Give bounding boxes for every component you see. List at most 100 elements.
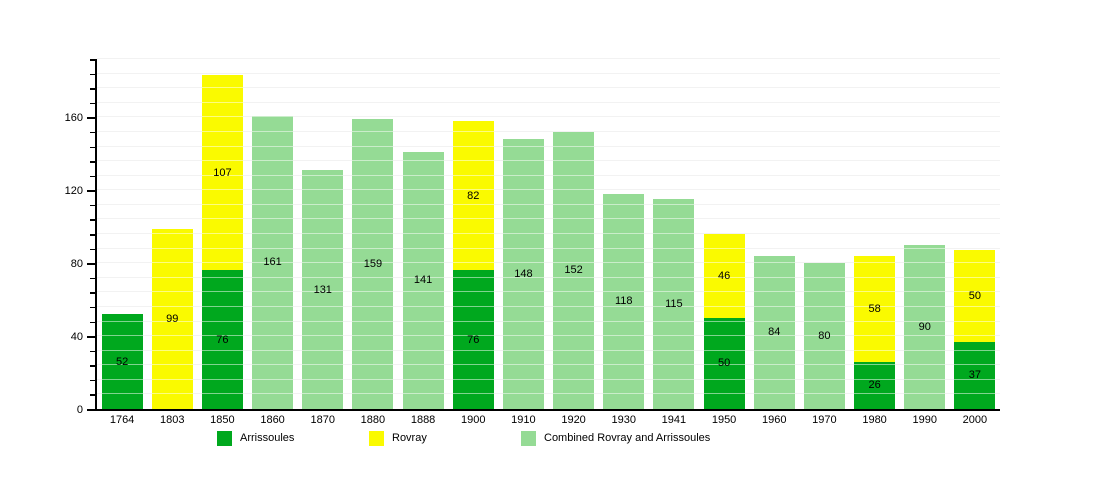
bar-value-label: 46: [717, 269, 731, 282]
y-tick-minor: [90, 394, 95, 396]
y-axis-tick-label: 120: [64, 185, 83, 198]
y-axis-tick-label: 0: [76, 404, 83, 416]
bar-segment-rovray-1980: [854, 255, 896, 362]
bar-segment-combined-1880: [352, 119, 394, 409]
x-axis-year-label: 1803: [159, 414, 185, 426]
bar-value-label: 99: [166, 312, 179, 325]
gridline-overlay: [97, 203, 1000, 205]
y-tick-minor: [90, 350, 95, 353]
x-axis-year-label: 1970: [812, 414, 837, 426]
y-tick-minor: [90, 59, 95, 61]
gridline-overlay: [97, 189, 1000, 191]
y-tick-minor: [90, 175, 95, 178]
x-axis-year-label: 1930: [611, 414, 636, 426]
bar-value-label: 118: [614, 295, 633, 308]
y-tick-major: [87, 263, 95, 265]
gridline-overlay: [97, 291, 1000, 293]
gridline-overlay: [97, 349, 1000, 351]
bar-segment-arrissoules-1764: [101, 314, 143, 409]
gridline-overlay: [97, 58, 1000, 59]
y-tick-minor: [90, 219, 95, 221]
gridline-overlay: [97, 218, 1000, 220]
y-tick-minor: [90, 131, 95, 134]
x-axis-year-label: 1960: [761, 414, 787, 426]
bar-value-label: 84: [768, 326, 781, 339]
y-axis: [95, 59, 97, 411]
bar-value-label: 52: [115, 355, 129, 368]
y-tick-minor: [90, 292, 95, 294]
y-axis-tick-label: 40: [70, 331, 83, 344]
gridline-overlay: [97, 262, 1000, 264]
gridline-overlay: [97, 87, 1000, 89]
y-tick-minor: [90, 365, 95, 367]
x-axis-year-label: 1910: [511, 414, 536, 426]
x-axis-year-label: 1920: [561, 414, 586, 426]
y-axis-tick-label: 80: [70, 258, 83, 271]
y-tick-minor: [90, 379, 95, 382]
gridline-overlay: [97, 393, 1000, 395]
bar-value-label: 115: [665, 298, 683, 311]
x-axis-year-label: 1888: [410, 414, 436, 426]
bar-value-label: 80: [818, 330, 831, 343]
gridline-overlay: [97, 378, 1000, 380]
bar-segment-arrissoules-1900: [452, 270, 494, 409]
gridline-overlay: [97, 130, 1000, 132]
y-tick-minor: [90, 321, 95, 323]
bar-segment-arrissoules-1850: [201, 270, 243, 409]
legend-label: Arrissoules: [240, 432, 295, 444]
x-axis: [95, 409, 1000, 411]
y-tick-minor: [90, 204, 95, 207]
x-axis-year-label: 1880: [360, 414, 386, 426]
bar-value-label: 50: [968, 289, 982, 302]
bar-value-label: 159: [363, 258, 383, 271]
y-tick-minor: [90, 234, 95, 236]
y-tick-minor: [90, 248, 95, 251]
x-axis-year-label: 1941: [661, 414, 687, 426]
bar-value-label: 76: [467, 333, 480, 346]
bar-segment-rovray-1850: [201, 75, 243, 271]
bar-value-label: 131: [313, 283, 332, 296]
bar-value-label: 26: [868, 379, 881, 392]
x-axis-year-label: 1764: [109, 414, 135, 426]
legend-color-swatch: [369, 431, 384, 446]
bar-value-label: 58: [868, 302, 881, 315]
x-axis-year-label: 1860: [260, 414, 285, 426]
bar-value-label: 161: [263, 256, 282, 269]
bar-value-label: 82: [467, 189, 480, 202]
y-tick-minor: [90, 306, 95, 309]
bar-segment-rovray-2000: [954, 250, 996, 342]
bar-segment-combined-1990: [904, 244, 946, 409]
bar-value-label: 76: [216, 333, 229, 346]
y-tick-minor: [90, 277, 95, 280]
y-tick-minor: [90, 102, 95, 105]
y-tick-minor: [90, 73, 95, 76]
x-axis-year-label: 1870: [310, 414, 335, 426]
y-tick-minor: [90, 161, 95, 163]
gridline-overlay: [97, 174, 1000, 176]
y-tick-minor: [90, 146, 95, 148]
y-tick-major: [87, 336, 95, 338]
gridline-overlay: [97, 101, 1000, 103]
bar-value-label: 90: [918, 320, 931, 333]
gridline-overlay: [97, 116, 1000, 118]
y-tick-major: [87, 409, 95, 411]
gridline-overlay: [97, 364, 1000, 366]
bar-segment-arrissoules-2000: [954, 341, 996, 409]
legend-label: Rovray: [392, 432, 427, 444]
legend-color-swatch: [521, 431, 536, 446]
x-axis-year-label: 1950: [711, 414, 737, 426]
gridline-overlay: [97, 305, 1000, 307]
y-tick-major: [87, 117, 95, 119]
x-axis-year-label: 1990: [912, 414, 937, 426]
x-axis-year-label: 1900: [460, 414, 486, 426]
gridline-overlay: [97, 233, 1000, 234]
bar-segment-arrissoules-1980: [854, 361, 896, 409]
bar-segment-combined-1910: [502, 139, 544, 409]
bar-segment-combined-1888: [402, 151, 444, 409]
gridline-overlay: [97, 276, 1000, 278]
x-axis-year-label: 1980: [862, 414, 887, 426]
bar-segment-combined-1870: [302, 170, 344, 409]
bar-value-label: 107: [213, 166, 232, 179]
gridline-overlay: [97, 247, 1000, 249]
